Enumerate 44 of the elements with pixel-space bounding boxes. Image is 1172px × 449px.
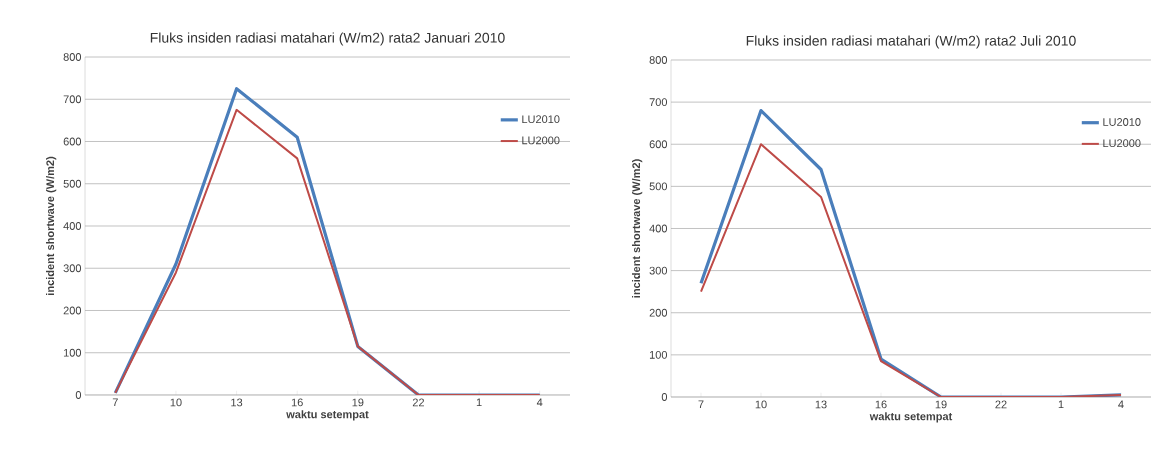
y-tick-label: 300 (649, 266, 668, 275)
legend-label: LU2000 (522, 136, 560, 145)
x-tick-label: 16 (875, 400, 887, 409)
y-tick-label: 200 (649, 308, 668, 317)
y-tick-label: 800 (63, 53, 82, 61)
y-tick-label: 700 (649, 98, 668, 107)
x-tick-label: 4 (1118, 400, 1124, 409)
x-tick-label: 16 (291, 398, 303, 407)
x-tick-label: 19 (935, 400, 947, 409)
x-tick-label: 1 (476, 398, 482, 407)
x-tick-label: 10 (170, 398, 182, 407)
x-tick-label: 13 (231, 398, 243, 407)
y-tick-label: 600 (63, 137, 82, 146)
x-axis-title: waktu setempat (869, 412, 953, 423)
x-tick-label: 19 (352, 398, 364, 407)
chart-title: Fluks insiden radiasi matahari (W/m2) rata2 Januari 2010 (150, 32, 505, 46)
y-tick-label: 400 (63, 222, 82, 230)
y-tick-label: 400 (649, 224, 668, 233)
y-tick-label: 100 (649, 350, 668, 359)
x-tick-label: 4 (536, 398, 543, 407)
y-tick-label: 200 (63, 306, 82, 315)
x-axis-title: waktu setempat (286, 410, 369, 421)
legend-label: LU2000 (1103, 139, 1141, 148)
x-tick-label: 1 (1058, 400, 1064, 409)
y-tick-label: 500 (649, 182, 668, 191)
x-tick-label: 22 (412, 398, 425, 407)
y-axis-title: incident shortwave (W/m2) (46, 156, 57, 295)
x-tick-label: 7 (698, 400, 704, 409)
y-tick-label: 0 (661, 393, 668, 401)
y-tick-label: 800 (649, 56, 668, 64)
y-tick-label: 600 (649, 140, 668, 149)
x-tick-label: 13 (815, 400, 827, 409)
y-tick-label: 300 (63, 264, 82, 273)
y-axis-title: incident shortwave (W/m2) (632, 159, 643, 298)
y-tick-label: 700 (63, 95, 82, 104)
x-tick-label: 22 (995, 400, 1007, 409)
legend-label: LU2010 (522, 115, 560, 124)
y-tick-label: 100 (63, 348, 82, 357)
legend-label: LU2010 (1103, 118, 1141, 126)
y-tick-label: 500 (63, 179, 82, 188)
y-tick-label: 0 (75, 391, 82, 399)
x-tick-label: 7 (112, 398, 118, 407)
chart-title: Fluks insiden radiasi matahari (W/m2) rata2 Juli 2010 (746, 35, 1076, 49)
x-tick-label: 10 (755, 400, 767, 409)
